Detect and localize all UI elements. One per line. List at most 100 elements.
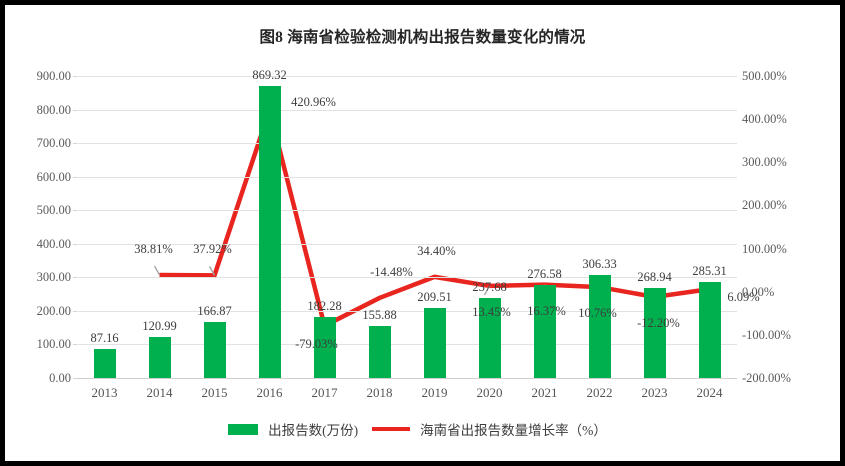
gridline <box>77 176 737 178</box>
chart-legend: 出报告数(万份) 海南省出报告数量增长率（%） <box>5 419 840 439</box>
bar <box>533 285 556 378</box>
bar-value-label: 120.99 <box>142 319 177 334</box>
right-axis-tick: -200.00% <box>742 371 791 385</box>
left-axis-tickmark <box>73 243 79 245</box>
x-axis-label: 2014 <box>146 385 173 400</box>
gridline <box>77 243 737 245</box>
left-axis-tick: 100.00 <box>36 337 71 352</box>
x-axis-label: 2021 <box>531 385 558 400</box>
bar <box>148 337 171 378</box>
left-axis-tickmark <box>73 378 79 379</box>
x-axis-label: 2013 <box>91 385 118 400</box>
bar-value-label: 209.51 <box>417 289 452 304</box>
left-axis-tick: 900.00 <box>36 69 71 83</box>
legend-bar-label: 出报告数(万份) <box>268 423 359 438</box>
left-axis-tick: 200.00 <box>36 303 71 318</box>
bar-value-label: 276.58 <box>527 267 562 282</box>
label-leader-line <box>483 285 491 296</box>
left-axis-tickmark <box>73 210 79 212</box>
growth-rate-label: 34.40% <box>417 243 456 258</box>
label-leader-line <box>208 266 216 276</box>
right-axis-tick: 400.00% <box>742 112 787 127</box>
x-axis-label: 2020 <box>476 385 503 400</box>
growth-rate-label: 6.09% <box>727 290 760 305</box>
bar-value-label: 285.31 <box>692 264 727 279</box>
growth-rate-label: -79.03% <box>295 336 338 351</box>
right-percent-axis: 500.00% 400.00% 300.00% 200.00% 100.00% 0.00%… <box>742 66 840 388</box>
bar <box>93 348 116 378</box>
left-axis-tick: 400.00 <box>36 236 71 251</box>
x-axis-line <box>77 378 737 379</box>
bar-value-label: 306.33 <box>582 257 617 272</box>
left-axis-tick: 700.00 <box>36 136 71 151</box>
growth-rate-label: 37.92% <box>193 242 232 257</box>
bar <box>313 316 336 378</box>
right-axis-tick: 200.00% <box>742 198 787 213</box>
x-axis-label: 2015 <box>201 385 228 400</box>
left-axis-tickmark <box>73 277 79 279</box>
bar-value-label: 182.28 <box>307 298 342 313</box>
gridline <box>77 109 737 111</box>
gridline <box>77 76 737 77</box>
right-axis-tick: 300.00% <box>742 155 787 170</box>
legend-line-label: 海南省出报告数量增长率（%） <box>420 423 607 438</box>
x-axis-label: 2023 <box>641 385 668 400</box>
growth-rate-label: -14.48% <box>370 264 413 279</box>
bar <box>368 325 391 378</box>
x-axis-label: 2017 <box>311 385 338 400</box>
x-axis-label: 2022 <box>586 385 613 400</box>
bar <box>258 86 281 378</box>
bar <box>588 275 611 378</box>
left-axis-tickmark <box>73 344 79 346</box>
x-axis-label: 2024 <box>696 385 723 400</box>
bar-value-label: 155.88 <box>362 307 397 322</box>
x-axis-labels: 2013 2014 2015 2016 2017 2018 2019 2020 2021 2022… <box>77 385 737 407</box>
bar-value-label: 869.32 <box>252 68 287 83</box>
right-axis-tick: 0.00% <box>742 284 775 299</box>
right-axis-tick: 100.00% <box>742 241 787 256</box>
label-leader-line <box>153 265 161 276</box>
bar <box>423 307 446 378</box>
plot-area: 87.16 120.99 166.87 869.32 182.28 155.88 209.5… <box>77 68 760 379</box>
left-axis-tick: 0.00 <box>49 371 71 385</box>
gridline <box>77 277 737 279</box>
growth-rate-label: 420.96% <box>291 95 336 110</box>
left-axis-tick: 800.00 <box>36 102 71 117</box>
growth-rate-label: 10.76% <box>578 306 617 321</box>
bar-value-label: 166.87 <box>197 304 232 318</box>
gridline <box>77 143 737 145</box>
bar-value-label: 237.68 <box>472 280 507 295</box>
bar <box>643 287 666 378</box>
bar <box>698 282 721 378</box>
growth-rate-polyline <box>159 102 710 330</box>
x-axis-label: 2019 <box>421 385 448 400</box>
left-axis-tick: 500.00 <box>36 203 71 218</box>
bar <box>203 322 226 378</box>
right-axis-tick: -100.00% <box>742 327 791 342</box>
left-axis-tickmark <box>73 109 79 111</box>
growth-rate-label: -12.20% <box>637 315 680 330</box>
left-axis-tickmark <box>73 310 79 312</box>
growth-rate-label: 16.37% <box>527 303 566 318</box>
x-axis-label: 2016 <box>256 385 283 400</box>
x-axis-label: 2018 <box>366 385 393 400</box>
left-value-axis: 900.00 800.00 700.00 600.00 500.00 400.00 300.… <box>13 66 79 388</box>
legend-line-swatch <box>372 427 411 431</box>
gridline <box>77 210 737 212</box>
chart-title: 图8 海南省检验检测机构出报告数量变化的情况 <box>259 29 586 46</box>
legend-bar-swatch <box>228 423 259 435</box>
growth-rate-label: 38.81% <box>134 241 173 256</box>
left-axis-tickmark <box>73 76 79 77</box>
bar <box>478 298 501 378</box>
bar-value-label: 87.16 <box>90 330 119 345</box>
gridline <box>77 310 737 312</box>
left-axis-tickmark <box>73 176 79 178</box>
left-axis-tick: 300.00 <box>36 270 71 285</box>
growth-rate-label: 13.45% <box>472 304 511 319</box>
right-axis-tick: 500.00% <box>742 69 787 83</box>
left-axis-tick: 600.00 <box>36 169 71 184</box>
gridline <box>77 344 737 346</box>
left-axis-tickmark <box>73 143 79 145</box>
bar-value-label: 268.94 <box>637 269 672 284</box>
